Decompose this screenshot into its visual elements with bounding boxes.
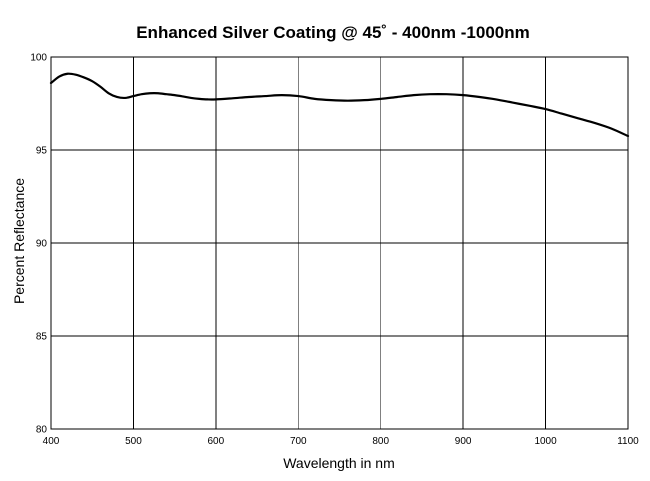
y-tick-label-85: 85 bbox=[36, 332, 48, 343]
x-tick-label-1000: 1000 bbox=[534, 436, 557, 447]
y-axis-label: Percent Reflectance bbox=[11, 178, 27, 304]
y-tick-label-95: 95 bbox=[36, 146, 48, 157]
x-tick-labels: 400 500 600 700 800 900 1000 1100 bbox=[43, 436, 640, 447]
x-tick-label-700: 700 bbox=[290, 436, 307, 447]
x-tick-label-1100: 1100 bbox=[617, 436, 639, 447]
reflectance-series-line bbox=[49, 72, 630, 138]
x-tick-label-900: 900 bbox=[455, 436, 472, 447]
x-tick-label-500: 500 bbox=[125, 436, 142, 447]
grid-lines bbox=[50, 56, 629, 430]
y-tick-labels: 80 85 90 95 100 bbox=[30, 53, 47, 436]
x-tick-label-400: 400 bbox=[43, 436, 60, 447]
x-tick-label-600: 600 bbox=[208, 436, 225, 447]
y-tick-label-80: 80 bbox=[36, 425, 48, 436]
chart-title: Enhanced Silver Coating @ 45˚ - 400nm -1… bbox=[136, 23, 530, 42]
y-tick-label-90: 90 bbox=[36, 239, 48, 250]
x-axis-label: Wavelength in nm bbox=[283, 455, 395, 471]
y-tick-label-100: 100 bbox=[30, 53, 47, 64]
plot-area-frame bbox=[50, 56, 629, 430]
x-tick-label-800: 800 bbox=[372, 436, 389, 447]
